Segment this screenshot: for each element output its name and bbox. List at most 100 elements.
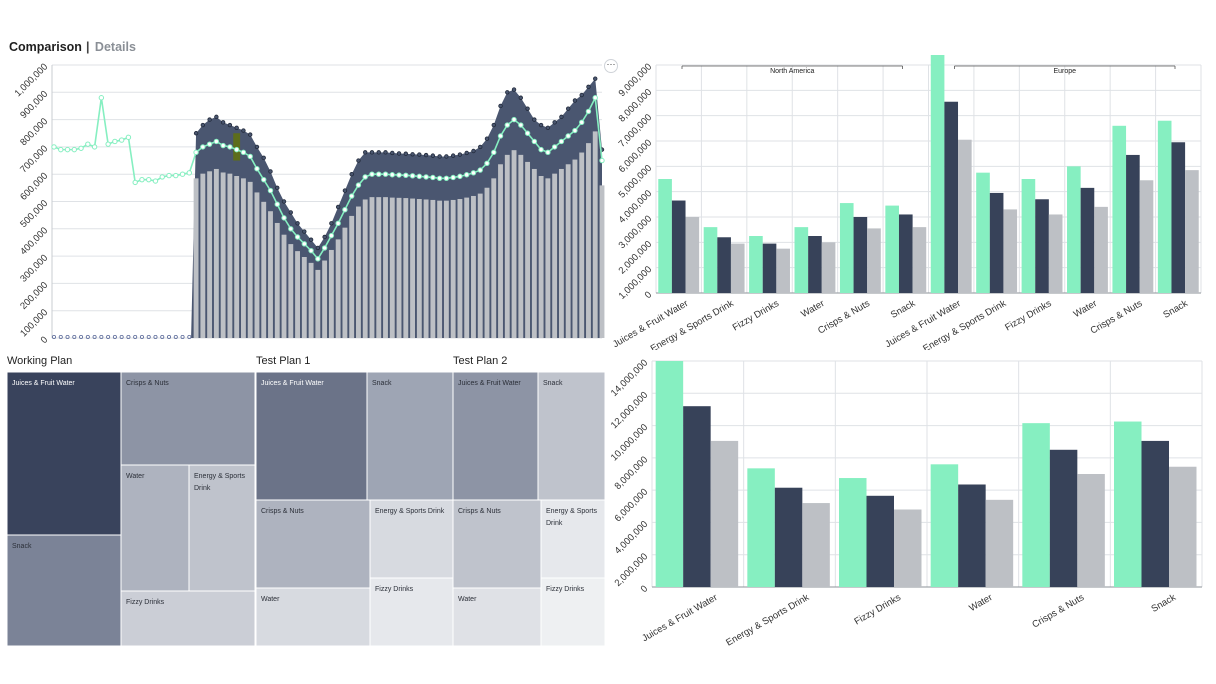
bar: [1080, 187, 1095, 293]
bar: [1022, 423, 1050, 587]
treemap-cell-label: Energy & Sports: [194, 473, 245, 480]
main-series-point: [274, 201, 280, 207]
highlight-marker: [233, 133, 241, 161]
x-category-label: Juices & Fruit Water: [883, 298, 962, 350]
timeline-bar: [240, 178, 246, 338]
main-series-point: [288, 226, 294, 232]
timeline-bar: [342, 227, 348, 338]
main-series-point: [206, 141, 213, 147]
treemap-cell: [540, 577, 606, 647]
bar: [1048, 214, 1063, 293]
main-series-point: [511, 116, 517, 123]
upper-series-point: [437, 154, 442, 159]
main-series-point: [545, 149, 551, 156]
baseline-point: [180, 334, 185, 339]
main-series-point: [396, 172, 402, 178]
bar: [655, 361, 684, 587]
baseline-point: [65, 334, 70, 339]
tab-details[interactable]: Details: [94, 40, 136, 54]
treemap-cell: [255, 499, 371, 589]
group-label: Europe: [1053, 68, 1076, 75]
y-tick-label: 4,000,000: [613, 519, 651, 557]
x-category-label: Water: [1072, 298, 1099, 320]
more-dots-icon[interactable]: ···: [604, 59, 618, 73]
treemap-cell-label: Water: [261, 596, 280, 603]
timeline-bar: [498, 164, 503, 338]
upper-series-point: [471, 148, 476, 154]
timeline-bar: [254, 192, 260, 338]
treemap-cell-label: Fizzy Drinks: [375, 586, 414, 593]
treemap-cell-label: Water: [458, 596, 477, 603]
main-series-point: [71, 146, 77, 153]
main-series-point: [227, 144, 233, 150]
x-category-label: Fizzy Drinks: [853, 592, 904, 628]
regional-bar-chart: 01,000,0002,000,0003,000,0004,000,0005,0…: [611, 55, 1202, 350]
bar: [1141, 440, 1169, 587]
timeline-bar: [376, 197, 382, 338]
timeline-bar: [586, 143, 591, 338]
timeline-combo-chart: 0100,000200,000300,000400,000500,000600,…: [13, 61, 605, 346]
x-category-label: Crisps & Nuts: [1089, 298, 1145, 337]
tab-separator: |: [85, 40, 90, 54]
bar: [930, 55, 945, 294]
timeline-bar: [349, 215, 355, 338]
upper-series-point: [403, 151, 409, 156]
bar: [802, 503, 830, 587]
upper-series-point: [565, 106, 571, 111]
upper-series-point: [322, 234, 327, 240]
baseline-point: [173, 334, 178, 339]
main-series-point: [105, 141, 111, 147]
timeline-bar: [491, 178, 497, 338]
main-series-point: [558, 138, 565, 145]
bar: [866, 495, 894, 587]
main-series-point: [85, 141, 91, 147]
bar: [958, 139, 972, 293]
main-series-point: [362, 174, 368, 180]
timeline-bar: [234, 176, 240, 338]
x-category-label: Crisps & Nuts: [1030, 592, 1086, 631]
y-tick-label: 700,000: [18, 143, 50, 175]
main-series-point: [477, 167, 483, 173]
treemap-cell: [369, 577, 454, 647]
main-series-point: [416, 173, 423, 180]
treemap-cell-label: Juices & Fruit Water: [458, 380, 521, 387]
main-series-line: [53, 94, 603, 261]
upper-series-point: [335, 204, 341, 210]
treemap-cell-label: Snack: [372, 380, 392, 387]
timeline-bar: [288, 244, 294, 338]
upper-series-point: [444, 154, 449, 159]
bar: [839, 203, 854, 293]
baseline-point: [58, 334, 63, 339]
timeline-bar: [471, 195, 476, 338]
main-series-point: [430, 174, 436, 181]
timeline-bar: [268, 211, 273, 338]
main-series-point: [382, 171, 389, 177]
timeline-bar: [356, 206, 361, 338]
upper-series-point: [356, 158, 361, 163]
upper-series-point: [288, 210, 293, 215]
upper-series-point: [518, 95, 524, 100]
baseline-point: [133, 334, 138, 339]
main-series-point: [470, 170, 477, 176]
upper-series-point: [329, 221, 334, 226]
upper-series-point: [396, 151, 402, 156]
main-series-point: [179, 171, 186, 177]
treemap-cell-label: Snack: [543, 380, 563, 387]
x-category-label: Snack: [1161, 298, 1190, 321]
bar: [776, 248, 790, 293]
upper-series-point: [586, 84, 591, 90]
main-series-point: [484, 160, 490, 166]
upper-series-point: [538, 122, 544, 128]
timeline-bar: [322, 260, 328, 338]
main-series-point: [524, 130, 531, 136]
total-bar-chart: 02,000,0004,000,0006,000,0008,000,00010,…: [609, 357, 1203, 649]
bar: [730, 243, 745, 293]
tab-comparison[interactable]: Comparison: [9, 40, 82, 54]
timeline-bar: [362, 199, 368, 338]
y-tick-label: 400,000: [18, 225, 50, 257]
upper-series-point: [281, 199, 287, 204]
bar: [853, 217, 868, 293]
baseline-point: [92, 334, 97, 339]
main-series-point: [518, 122, 524, 128]
timeline-bar: [592, 131, 598, 338]
